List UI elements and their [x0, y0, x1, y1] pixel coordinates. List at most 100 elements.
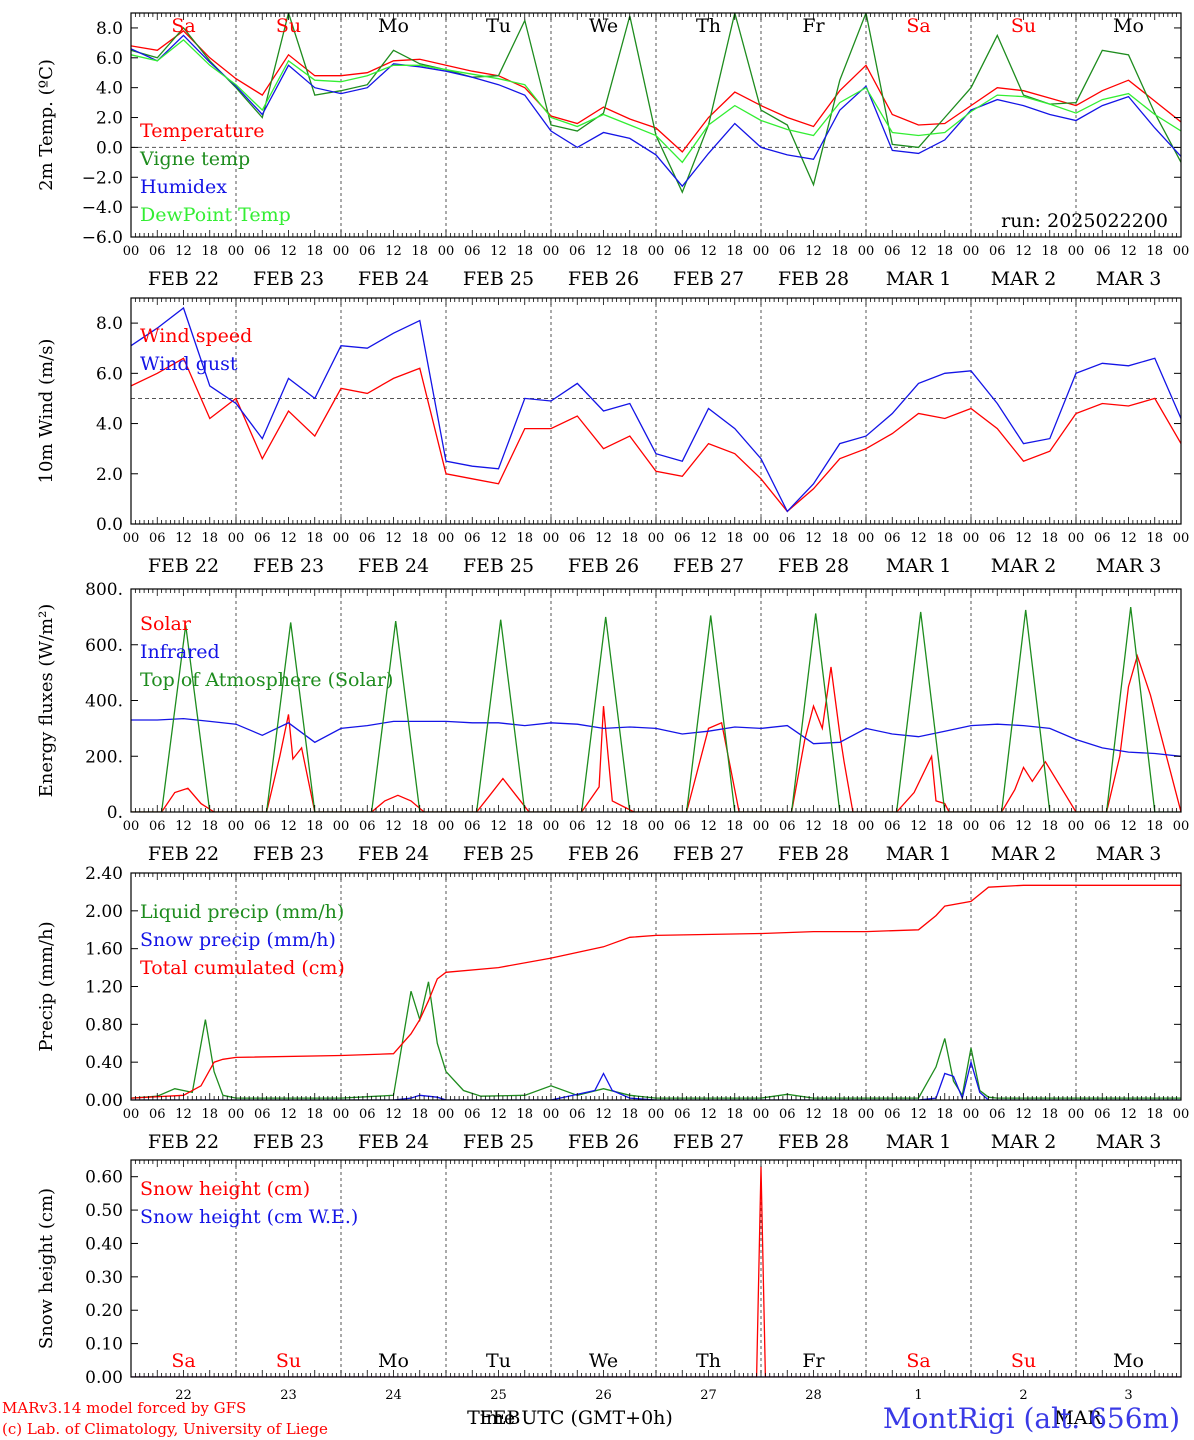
hour-label: 06 — [989, 531, 1006, 546]
hour-label: 18 — [306, 531, 323, 546]
weekday-label: Th — [696, 15, 721, 37]
hour-label: 18 — [201, 819, 218, 834]
hour-label: 06 — [1094, 244, 1111, 259]
hour-label: 18 — [726, 244, 743, 259]
date-label: FEB 26 — [568, 1131, 639, 1153]
y-tick-label: 2.00 — [85, 902, 123, 922]
hour-label: 00 — [648, 1107, 665, 1122]
weekday-label: Tu — [486, 1350, 511, 1372]
hour-label: 06 — [779, 1107, 796, 1122]
hour-label: 12 — [490, 1107, 507, 1122]
run-label: run: 2025022200 — [1001, 210, 1168, 232]
hour-label: 18 — [831, 819, 848, 834]
y-tick-label: 0.60 — [85, 1168, 123, 1188]
weekday-label: Sa — [171, 1350, 195, 1372]
hour-label: 06 — [254, 1107, 271, 1122]
hour-label: 18 — [201, 244, 218, 259]
series-line-2-1 — [131, 717, 1181, 757]
y-tick-label: 0.40 — [85, 1053, 123, 1073]
hour-label: 12 — [700, 819, 717, 834]
y-tick-label: 0.80 — [85, 1015, 123, 1035]
hour-label: 00 — [1068, 244, 1085, 259]
legend-entry: Snow precip (mm/h) — [140, 929, 336, 951]
weekday-label: Sa — [171, 15, 195, 37]
date-label: MAR 2 — [991, 555, 1057, 577]
date-label: MAR 1 — [886, 1131, 952, 1153]
date-label: FEB 25 — [463, 268, 534, 290]
hour-label: 00 — [963, 1107, 980, 1122]
legend-entry: Liquid precip (mm/h) — [140, 901, 344, 923]
hour-label: 00 — [753, 1107, 770, 1122]
date-label: FEB 25 — [463, 1131, 534, 1153]
hour-label: 00 — [1173, 819, 1190, 834]
y-tick-label: 200. — [85, 747, 123, 767]
hour-label: 00 — [438, 244, 455, 259]
hour-label: 18 — [621, 531, 638, 546]
hour-label: 18 — [1041, 819, 1058, 834]
y-tick-label: 4.0 — [96, 415, 123, 435]
series-line-0-3 — [131, 39, 1181, 164]
x-axis-title: Time UTC (GMT+0h) — [467, 1407, 673, 1429]
date-label: FEB 27 — [673, 1131, 744, 1153]
date-label: FEB 22 — [148, 843, 219, 865]
y-tick-label: 600. — [85, 636, 123, 656]
hour-label: 00 — [648, 531, 665, 546]
date-label: FEB 23 — [253, 555, 324, 577]
weekday-label: We — [589, 15, 618, 37]
weekday-label: Su — [1011, 1350, 1036, 1372]
day-number: 23 — [280, 1388, 297, 1403]
date-label: FEB 25 — [463, 843, 534, 865]
y-tick-label: 0.00 — [85, 1368, 123, 1388]
hour-label: 12 — [1120, 244, 1137, 259]
day-number: 2 — [1019, 1388, 1027, 1403]
weekday-label: Mo — [1113, 15, 1144, 37]
hour-label: 18 — [831, 244, 848, 259]
date-label: MAR 1 — [886, 555, 952, 577]
hour-label: 06 — [464, 531, 481, 546]
hour-label: 06 — [884, 244, 901, 259]
date-label: MAR 2 — [991, 843, 1057, 865]
hour-label: 12 — [1120, 819, 1137, 834]
weekday-label: Sa — [906, 15, 930, 37]
hour-label: 06 — [464, 819, 481, 834]
hour-label: 12 — [175, 244, 192, 259]
y-tick-label: 1.60 — [85, 940, 123, 960]
hour-label: 06 — [1094, 819, 1111, 834]
date-label: FEB 28 — [778, 268, 849, 290]
hour-label: 12 — [1015, 819, 1032, 834]
legend-entry: Wind speed — [140, 325, 252, 347]
y-tick-label: 6.0 — [96, 364, 123, 384]
y-tick-label: 0.50 — [85, 1201, 123, 1221]
y-tick-label: 400. — [85, 692, 123, 712]
legend-entry: Infrared — [140, 641, 220, 663]
hour-label: 18 — [1041, 531, 1058, 546]
legend-entry: Wind gust — [140, 353, 238, 375]
hour-label: 18 — [621, 1107, 638, 1122]
hour-label: 00 — [858, 819, 875, 834]
hour-label: 12 — [385, 244, 402, 259]
hour-label: 00 — [753, 531, 770, 546]
hour-label: 18 — [936, 244, 953, 259]
date-label: MAR 3 — [1096, 843, 1162, 865]
weekday-label: We — [589, 1350, 618, 1372]
series-line-1-1 — [131, 306, 1181, 513]
hour-label: 18 — [726, 1107, 743, 1122]
lab-credit: (c) Lab. of Climatology, University of L… — [2, 1420, 328, 1438]
hour-label: 00 — [858, 244, 875, 259]
y-tick-label: −2.0 — [82, 168, 123, 188]
date-label: FEB 24 — [358, 268, 429, 290]
legend-entry: Top of Atmosphere (Solar) — [140, 669, 393, 691]
hour-label: 18 — [411, 1107, 428, 1122]
date-label: FEB 27 — [673, 555, 744, 577]
y-tick-label: 0.20 — [85, 1301, 123, 1321]
hour-label: 00 — [858, 1107, 875, 1122]
hour-label: 06 — [149, 1107, 166, 1122]
hour-label: 00 — [123, 244, 140, 259]
date-label: FEB 22 — [148, 268, 219, 290]
weekday-label: Mo — [1113, 1350, 1144, 1372]
hour-label: 00 — [963, 531, 980, 546]
hour-label: 12 — [1120, 1107, 1137, 1122]
hour-label: 06 — [359, 531, 376, 546]
weekday-label: Sa — [906, 1350, 930, 1372]
